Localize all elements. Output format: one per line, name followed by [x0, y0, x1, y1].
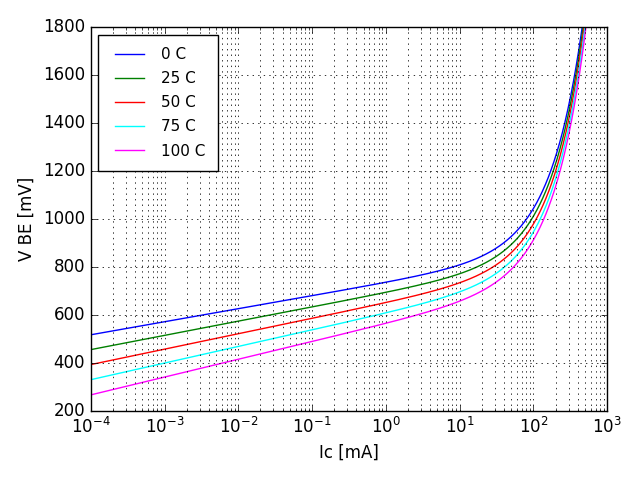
50 C: [493, 261, 501, 267]
25 C: [493, 253, 501, 259]
100 C: [87, 392, 95, 398]
75 C: [113, 371, 121, 377]
75 C: [493, 270, 501, 276]
75 C: [87, 377, 95, 383]
0 C: [87, 332, 95, 337]
50 C: [113, 356, 121, 362]
Line: 0 C: 0 C: [91, 0, 607, 335]
0 C: [324, 290, 332, 296]
Line: 75 C: 75 C: [91, 0, 607, 380]
Legend: 0 C, 25 C, 50 C, 75 C, 100 C: 0 C, 25 C, 50 C, 75 C, 100 C: [99, 35, 218, 171]
25 C: [324, 301, 332, 307]
75 C: [324, 324, 332, 329]
0 C: [338, 288, 346, 293]
100 C: [493, 278, 501, 284]
Line: 50 C: 50 C: [91, 0, 607, 365]
50 C: [87, 362, 95, 368]
25 C: [338, 298, 346, 304]
50 C: [324, 312, 332, 318]
50 C: [338, 309, 346, 315]
0 C: [493, 244, 501, 250]
100 C: [338, 331, 346, 337]
Y-axis label: V BE [mV]: V BE [mV]: [18, 177, 36, 261]
X-axis label: Ic [mA]: Ic [mA]: [319, 444, 379, 462]
100 C: [113, 385, 121, 391]
75 C: [338, 320, 346, 326]
Line: 100 C: 100 C: [91, 0, 607, 395]
Line: 25 C: 25 C: [91, 0, 607, 349]
0 C: [113, 327, 121, 333]
25 C: [87, 347, 95, 352]
25 C: [113, 342, 121, 348]
100 C: [324, 335, 332, 340]
